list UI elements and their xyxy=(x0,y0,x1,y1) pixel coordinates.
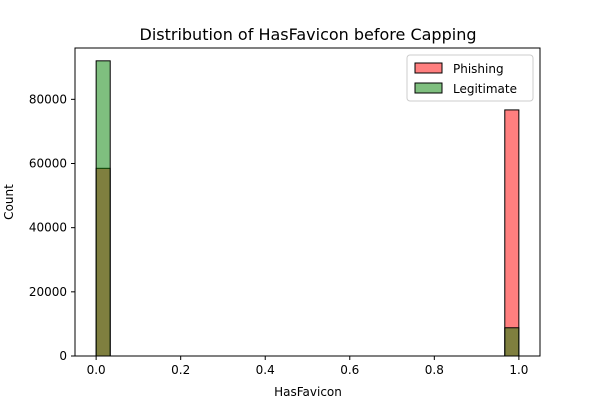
legend-swatch-legitimate xyxy=(414,82,443,94)
y-axis-label: Count xyxy=(2,184,16,220)
x-tick-label: 0.8 xyxy=(425,363,444,377)
plot-frame xyxy=(74,47,541,357)
bar-phishing-1 xyxy=(504,109,520,357)
x-axis-label: HasFavicon xyxy=(274,385,342,399)
legend: Phishing Legitimate xyxy=(406,54,534,102)
y-tick-label: 40000 xyxy=(29,221,67,235)
x-tick-label: 0.4 xyxy=(256,363,275,377)
legend-swatch-phishing xyxy=(414,62,443,74)
chart-title: Distribution of HasFavicon before Cappin… xyxy=(140,25,477,44)
y-tick-label: 20000 xyxy=(29,285,67,299)
y-tick-label: 60000 xyxy=(29,157,67,171)
x-tick-label: 0.6 xyxy=(340,363,359,377)
legend-label-legitimate: Legitimate xyxy=(453,82,517,96)
x-tick-label: 0.2 xyxy=(171,363,190,377)
y-tick-label: 80000 xyxy=(29,92,67,106)
bar-legitimate-0 xyxy=(95,60,111,357)
x-tick-label: 0.0 xyxy=(87,363,106,377)
x-axis-ticks: 0.0 0.2 0.4 0.6 0.8 1.0 xyxy=(87,356,528,377)
bar-legitimate-1 xyxy=(504,327,520,357)
legend-label-phishing: Phishing xyxy=(453,62,504,76)
y-tick-label: 0 xyxy=(59,349,67,363)
y-axis-ticks: 0 20000 40000 60000 80000 xyxy=(29,92,75,363)
bars-layer xyxy=(95,60,520,357)
x-tick-label: 1.0 xyxy=(509,363,528,377)
